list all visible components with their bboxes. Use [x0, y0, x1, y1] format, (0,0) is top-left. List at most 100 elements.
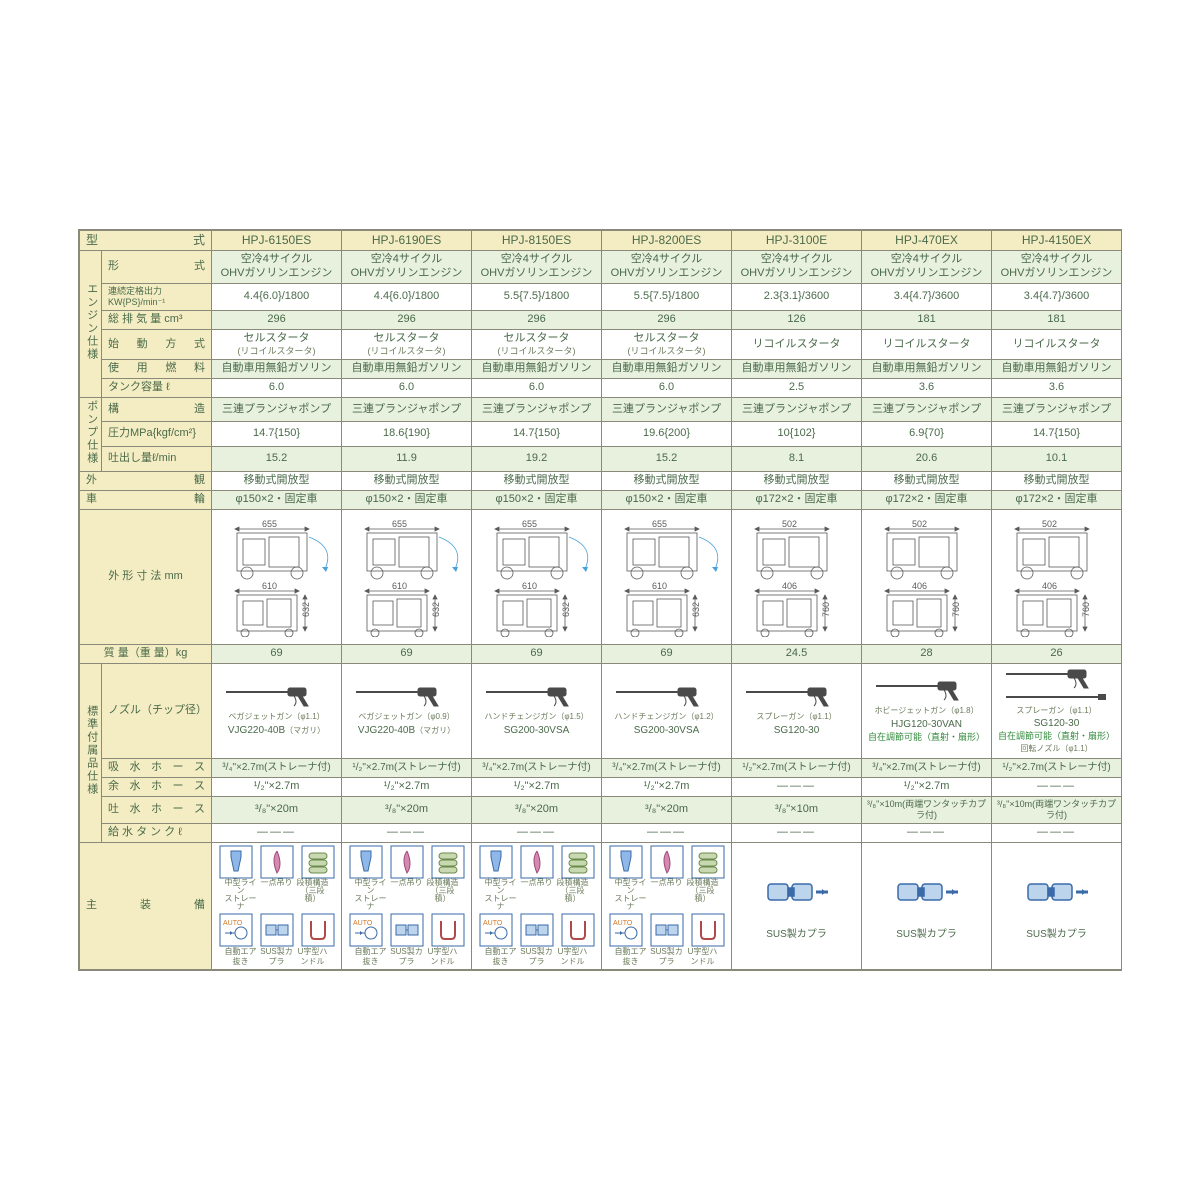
row-label: 形 式: [102, 251, 212, 284]
row-label: 吸 水 ホ ー ス: [102, 759, 212, 778]
cell: ³/₄"×2.7m(ストレーナ付): [212, 759, 342, 778]
model-5: HPJ-470EX: [862, 231, 992, 251]
row-label: 総 排 気 量 cm³: [102, 311, 212, 330]
cell: 三連プランジャポンプ: [602, 397, 732, 422]
cell: 10.1: [992, 447, 1122, 472]
nozzle-cell: ベガジェットガン（φ0.9）VJG220-40B（マガリ）: [342, 663, 472, 759]
cell: ———: [602, 824, 732, 843]
dim-cell: 655 610 632: [212, 509, 342, 644]
dim-cell: 502 406 760: [992, 509, 1122, 644]
nozzle-cell: ハンドチェンジガン（φ1.5）SG200-30VSA: [472, 663, 602, 759]
cell: 69: [342, 644, 472, 663]
cell: ———: [992, 824, 1122, 843]
cell: 3.6: [992, 378, 1122, 397]
cell: リコイルスタータ: [992, 330, 1122, 360]
equip-cell: SUS製カプラ: [992, 842, 1122, 969]
cell: φ150×2・固定車: [472, 491, 602, 510]
cell: 移動式開放型: [992, 472, 1122, 491]
cell: 自動車用無鉛ガソリン: [992, 360, 1122, 379]
cell: リコイルスタータ: [862, 330, 992, 360]
svg-text:AUTO: AUTO: [483, 920, 503, 927]
row-label: 主 装 備: [80, 842, 212, 969]
cell: 296: [602, 311, 732, 330]
cell: ———: [212, 824, 342, 843]
nozzle-cell: スプレーガン（φ1.1）SG120-30自在調節可能（直射・扇形）回転ノズル（φ…: [992, 663, 1122, 759]
cell: ³/₈"×20m: [602, 796, 732, 824]
svg-text:760: 760: [821, 602, 831, 617]
cell: ³/₈"×10m(両端ワンタッチカプラ付): [992, 796, 1122, 824]
cell: 移動式開放型: [732, 472, 862, 491]
nozzle-cell: スプレーガン（φ1.1）SG120-30: [732, 663, 862, 759]
cell: 移動式開放型: [212, 472, 342, 491]
cell: 24.5: [732, 644, 862, 663]
cell: ¹/₂"×2.7m(ストレーナ付): [342, 759, 472, 778]
group-engine: エンジン仕様: [80, 251, 102, 397]
equip-cell: SUS製カプラ: [862, 842, 992, 969]
cell: 296: [342, 311, 472, 330]
cell: セルスタータ(リコイルスタータ): [472, 330, 602, 360]
cell: 19.2: [472, 447, 602, 472]
nozzle-cell: ハンドチェンジガン（φ1.2）SG200-30VSA: [602, 663, 732, 759]
row-label: 質 量（重 量）kg: [80, 644, 212, 663]
svg-text:AUTO: AUTO: [223, 920, 243, 927]
cell: 3.6: [862, 378, 992, 397]
cell: ¹/₂"×2.7m: [342, 777, 472, 796]
svg-text:655: 655: [392, 519, 407, 529]
cell: 移動式開放型: [342, 472, 472, 491]
svg-text:AUTO: AUTO: [613, 920, 633, 927]
cell: 6.0: [602, 378, 732, 397]
cell: 3.4{4.7}/3600: [862, 283, 992, 311]
cell: ³/₈"×20m: [212, 796, 342, 824]
row-label: ノズル（チップ径）: [102, 663, 212, 759]
cell: 6.0: [472, 378, 602, 397]
cell: ¹/₂"×2.7m(ストレーナ付): [992, 759, 1122, 778]
cell: ³/₈"×10m: [732, 796, 862, 824]
cell: 11.9: [342, 447, 472, 472]
cell: 2.3{3.1}/3600: [732, 283, 862, 311]
equip-cell: 中型ラインストレーナ一点吊り段積構造（三段積）AUTO自動エア抜きSUS製カプラ…: [212, 842, 342, 969]
row-label: 構 造: [102, 397, 212, 422]
svg-text:406: 406: [912, 581, 927, 591]
cell: ³/₈"×10m(両端ワンタッチカプラ付): [862, 796, 992, 824]
cell: ³/₈"×20m: [472, 796, 602, 824]
model-1: HPJ-6190ES: [342, 231, 472, 251]
svg-text:502: 502: [1042, 519, 1057, 529]
nozzle-cell: ホビージェットガン（φ1.8）HJG120-30VAN自在調節可能（直射・扇形）: [862, 663, 992, 759]
cell: リコイルスタータ: [732, 330, 862, 360]
dim-cell: 502 406 760: [862, 509, 992, 644]
cell: 28: [862, 644, 992, 663]
model-4: HPJ-3100E: [732, 231, 862, 251]
cell: 自動車用無鉛ガソリン: [342, 360, 472, 379]
cell: セルスタータ(リコイルスタータ): [342, 330, 472, 360]
cell: 三連プランジャポンプ: [732, 397, 862, 422]
cell: 空冷4サイクルOHVガソリンエンジン: [602, 251, 732, 284]
cell: φ172×2・固定車: [862, 491, 992, 510]
cell: 自動車用無鉛ガソリン: [602, 360, 732, 379]
cell: φ150×2・固定車: [602, 491, 732, 510]
cell: 自動車用無鉛ガソリン: [472, 360, 602, 379]
svg-text:632: 632: [431, 602, 441, 617]
cell: 181: [862, 311, 992, 330]
row-label: 吐 水 ホ ー ス: [102, 796, 212, 824]
row-label: 車 輪: [80, 491, 212, 510]
cell: 三連プランジャポンプ: [992, 397, 1122, 422]
cell: セルスタータ(リコイルスタータ): [602, 330, 732, 360]
cell: ¹/₂"×2.7m: [472, 777, 602, 796]
cell: ³/₄"×2.7m(ストレーナ付): [472, 759, 602, 778]
svg-text:760: 760: [1081, 602, 1091, 617]
cell: 20.6: [862, 447, 992, 472]
cell: セルスタータ(リコイルスタータ): [212, 330, 342, 360]
equip-cell: 中型ラインストレーナ一点吊り段積構造（三段積）AUTO自動エア抜きSUS製カプラ…: [342, 842, 472, 969]
cell: 移動式開放型: [472, 472, 602, 491]
svg-text:655: 655: [262, 519, 277, 529]
row-label: 圧力MPa{kgf/cm²}: [102, 422, 212, 447]
cell: 126: [732, 311, 862, 330]
svg-text:632: 632: [561, 602, 571, 617]
cell: 14.7{150}: [472, 422, 602, 447]
row-label: 吐出し量ℓ/min: [102, 447, 212, 472]
equip-cell: 中型ラインストレーナ一点吊り段積構造（三段積）AUTO自動エア抜きSUS製カプラ…: [472, 842, 602, 969]
model-0: HPJ-6150ES: [212, 231, 342, 251]
cell: 4.4{6.0}/1800: [212, 283, 342, 311]
cell: 6.0: [342, 378, 472, 397]
spec-table-container: 型 式 HPJ-6150ES HPJ-6190ES HPJ-8150ES HPJ…: [78, 229, 1122, 971]
